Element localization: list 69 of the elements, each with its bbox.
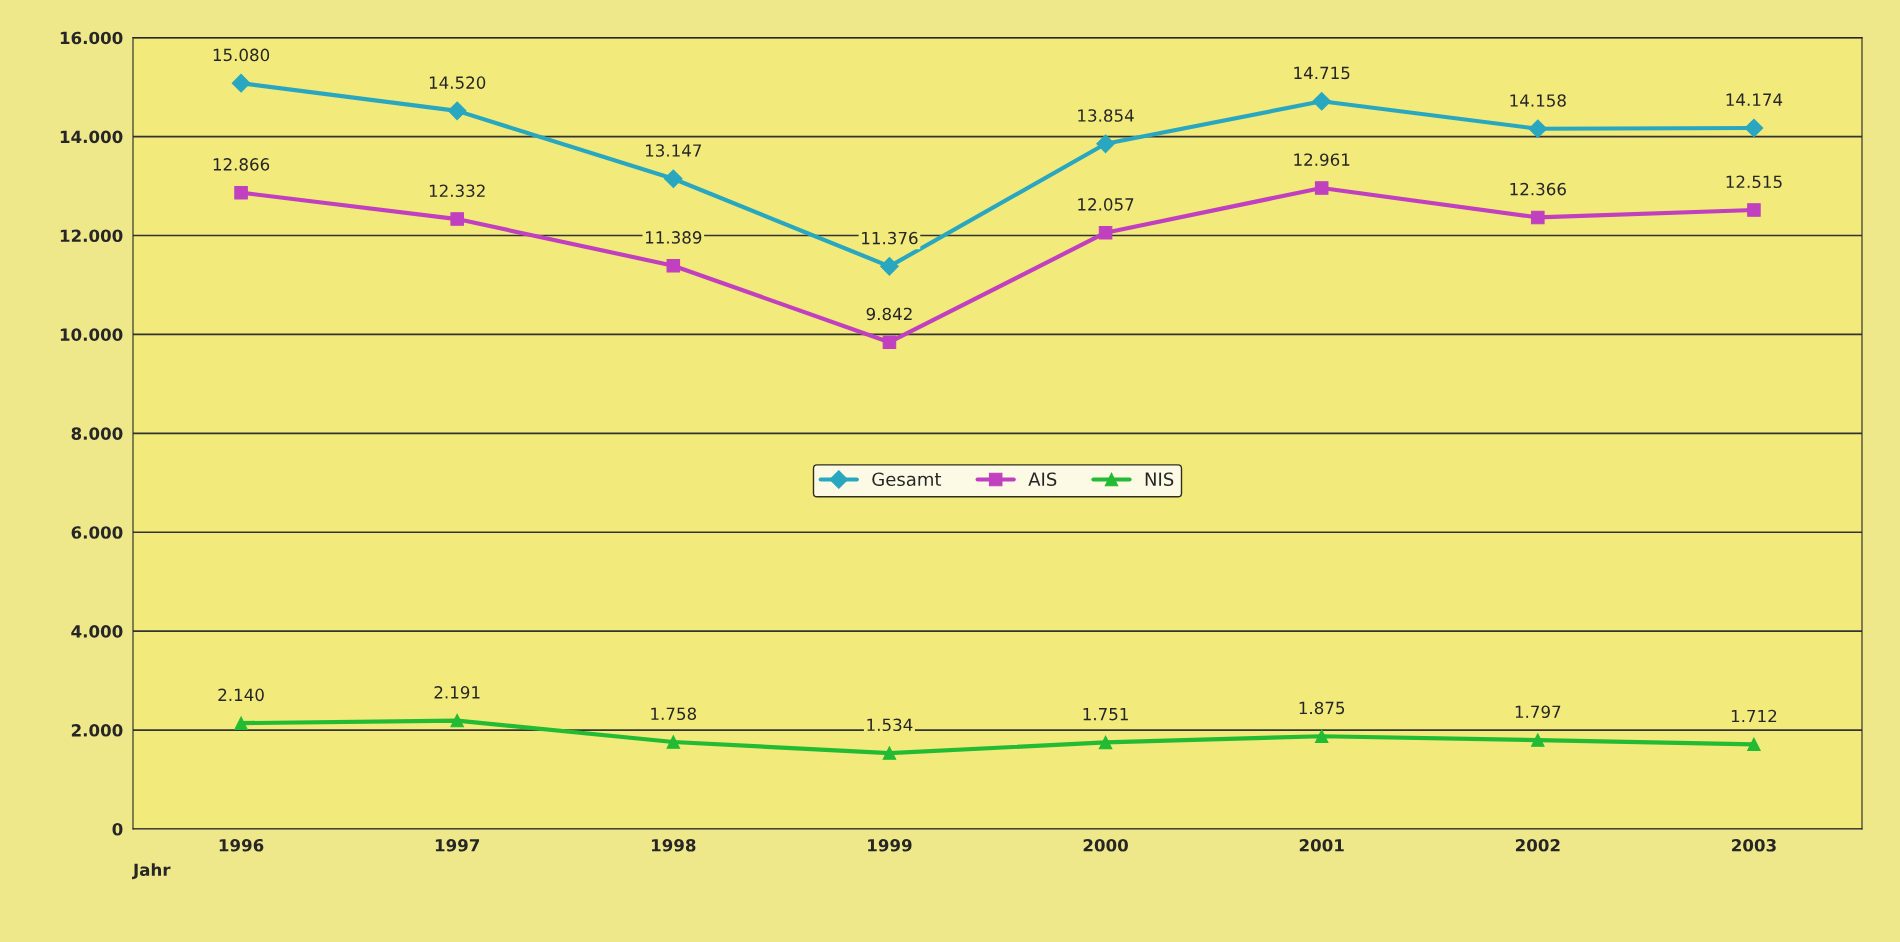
point xyxy=(450,713,464,728)
data-label: 2.191 xyxy=(434,686,480,699)
point xyxy=(1744,118,1764,138)
point xyxy=(447,101,467,121)
point xyxy=(450,212,464,226)
point xyxy=(1531,733,1545,747)
data-label: 1.712 xyxy=(1731,709,1777,723)
data-label: 12.515 xyxy=(1726,175,1782,189)
data-label: 14.174 xyxy=(1726,93,1783,106)
data-label: 12.366 xyxy=(1510,182,1566,196)
y-tick-label: 8.000 xyxy=(71,427,123,440)
legend-label: AIS xyxy=(1028,472,1057,487)
x-tick-label: 2001 xyxy=(1299,838,1344,852)
point xyxy=(1096,134,1115,154)
x-tick-label: 1997 xyxy=(435,838,480,852)
data-label: 14.715 xyxy=(1294,66,1350,80)
x-axis-title: Jahr xyxy=(132,863,171,880)
y-tick-label: 0 xyxy=(112,822,123,836)
point xyxy=(1314,729,1329,743)
point xyxy=(882,335,897,349)
data-label: 12.961 xyxy=(1294,153,1350,166)
data-label: 12.866 xyxy=(213,158,270,171)
data-label: 14.520 xyxy=(429,76,486,89)
data-label: 1.797 xyxy=(1515,705,1561,719)
x-tick-label: 1998 xyxy=(652,838,696,852)
x-tick-label: 1999 xyxy=(868,838,912,852)
point xyxy=(1747,203,1761,217)
data-label: 11.389 xyxy=(645,231,702,244)
point xyxy=(663,169,683,189)
y-tick-label: 14.000 xyxy=(60,130,123,144)
legend-label: NIS xyxy=(1145,472,1174,487)
data-label: 9.842 xyxy=(866,307,912,321)
data-label: 1.875 xyxy=(1299,701,1345,715)
data-label: 1.751 xyxy=(1083,707,1128,721)
x-tick-label: 2002 xyxy=(1515,838,1560,852)
y-tick-label: 6.000 xyxy=(71,526,123,539)
point xyxy=(1098,225,1113,240)
point xyxy=(234,716,248,730)
point xyxy=(666,735,681,749)
point xyxy=(1098,735,1113,750)
data-label: 13.854 xyxy=(1078,109,1134,122)
x-tick-label: 2000 xyxy=(1083,838,1128,852)
point xyxy=(1312,91,1332,111)
y-tick-label: 4.000 xyxy=(71,625,123,638)
y-tick-label: 2.000 xyxy=(71,724,123,737)
y-tick-label: 16.000 xyxy=(60,31,123,45)
point xyxy=(234,185,248,200)
point xyxy=(1314,181,1329,195)
data-label: 1.534 xyxy=(867,718,913,732)
data-label: 2.140 xyxy=(218,688,264,702)
y-tick-label: 12.000 xyxy=(60,229,123,243)
x-tick-label: 2003 xyxy=(1732,838,1776,852)
data-label: 11.376 xyxy=(862,231,918,245)
point xyxy=(882,746,897,760)
point xyxy=(880,257,899,276)
data-label: 15.080 xyxy=(213,48,270,62)
point xyxy=(666,258,681,273)
data-label: 13.147 xyxy=(645,144,702,157)
data-label: 14.158 xyxy=(1510,94,1566,107)
point xyxy=(1528,119,1548,139)
data-label: 12.332 xyxy=(429,184,485,198)
y-tick-label: 10.000 xyxy=(60,328,123,341)
data-label: 1.758 xyxy=(651,707,697,721)
point xyxy=(1531,210,1545,225)
x-tick-label: 1996 xyxy=(219,838,264,852)
point xyxy=(231,73,251,93)
point xyxy=(1747,737,1761,752)
legend-label: Gesamt xyxy=(872,472,942,487)
data-label: 12.057 xyxy=(1078,198,1134,211)
